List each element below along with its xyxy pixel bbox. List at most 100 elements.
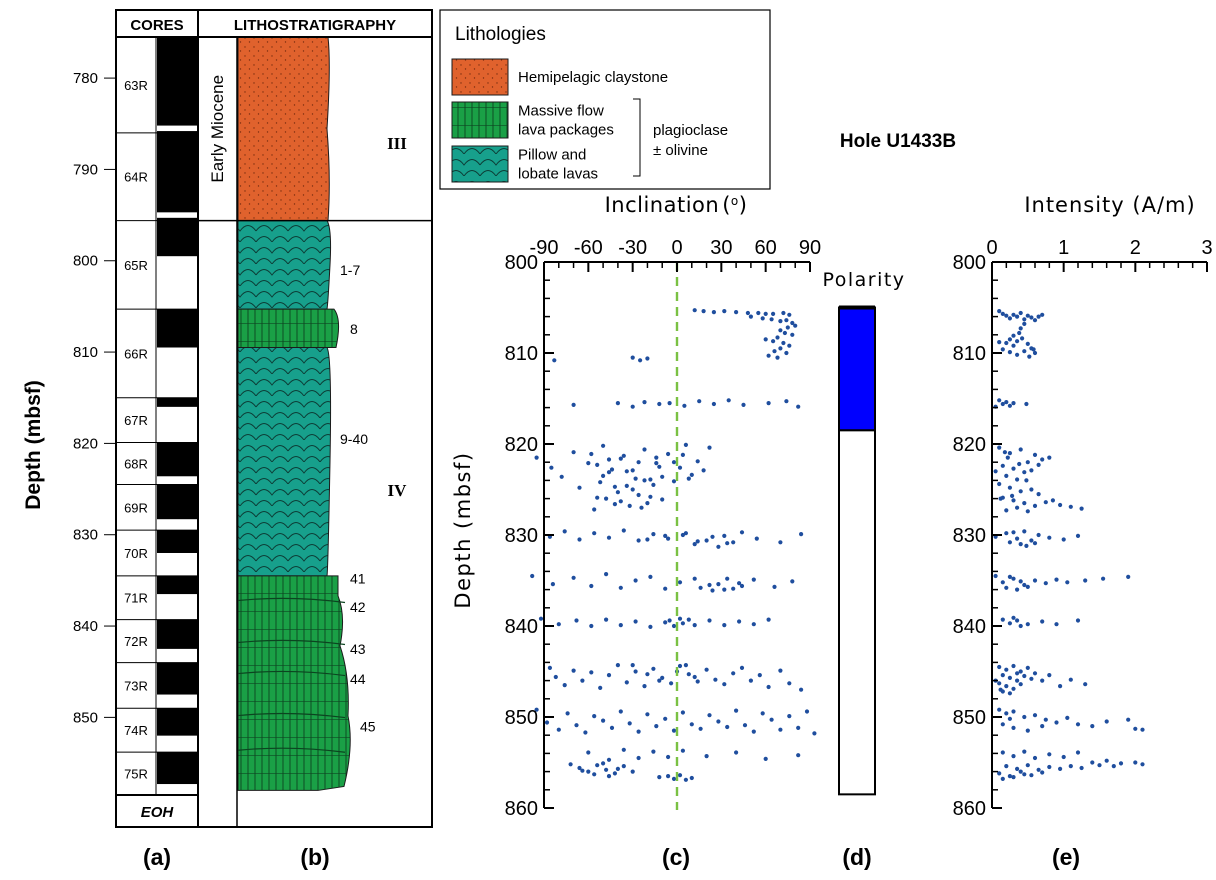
- inclination-y-tick-label: 810: [505, 343, 538, 365]
- intensity-point: [1029, 676, 1034, 681]
- intensity-point: [1133, 760, 1138, 765]
- inclination-point: [550, 582, 556, 587]
- intensity-point: [1029, 487, 1034, 492]
- inclination-point: [682, 403, 687, 408]
- inclination-point: [722, 682, 727, 687]
- inclination-point: [722, 623, 727, 628]
- intensity-point: [1126, 717, 1131, 722]
- intensity-point: [1029, 315, 1034, 320]
- intensity-point: [1111, 764, 1116, 769]
- intensity-point: [1058, 766, 1063, 772]
- intensity-point: [1018, 623, 1023, 629]
- intensity-point: [997, 340, 1002, 345]
- inclination-point: [686, 672, 691, 677]
- intensity-point: [1000, 580, 1005, 585]
- panel-label-c: (c): [662, 844, 690, 870]
- inclination-point: [812, 731, 817, 736]
- intensity-point: [1020, 336, 1025, 341]
- intensity-point: [1036, 314, 1041, 319]
- core-label: 69R: [124, 500, 148, 515]
- package-division: [237, 639, 346, 646]
- intensity-point: [1007, 675, 1013, 681]
- inclination-point: [612, 484, 618, 489]
- inclination-point: [766, 401, 771, 406]
- intensity-point: [1022, 772, 1027, 777]
- intensity-point: [1079, 506, 1084, 511]
- figure-title: Hole U1433B: [840, 131, 956, 152]
- inclination-point: [657, 775, 662, 780]
- inclination-point: [804, 709, 810, 714]
- intensity-point: [1011, 663, 1016, 669]
- inclination-point: [568, 762, 573, 767]
- inclination-point: [766, 684, 771, 690]
- intensity-point: [1011, 466, 1016, 471]
- inclination-point: [636, 538, 641, 543]
- inclination-point: [790, 579, 795, 584]
- legend-label: lobate lavas: [518, 166, 598, 183]
- panel-labels: (a) (b) (c) (d) (e): [143, 844, 1080, 870]
- legend-bracket-label-1: plagioclase: [653, 122, 728, 139]
- inclination-point: [534, 707, 539, 712]
- intensity-point: [1050, 498, 1055, 503]
- inclination-point: [671, 728, 677, 733]
- inclination-point: [666, 536, 671, 541]
- intensity-point: [1024, 543, 1029, 549]
- left-depth-tick-label: 850: [73, 709, 98, 726]
- legend-bracket-label-2: ± olivine: [653, 142, 708, 159]
- intensity-point: [1011, 530, 1016, 535]
- inclination-point: [651, 482, 656, 487]
- intensity-point: [1024, 478, 1029, 483]
- intensity-point: [1007, 691, 1013, 696]
- inclination-point: [793, 323, 798, 328]
- left-depth-tick-label: 780: [73, 70, 98, 87]
- intensity-point: [1018, 682, 1023, 687]
- intensity-y-tick-label: 830: [953, 525, 986, 547]
- inclination-point: [642, 684, 647, 689]
- inclination-point: [621, 747, 626, 752]
- inclination-point: [657, 401, 662, 407]
- intensity-point: [1005, 455, 1010, 460]
- inclination-point: [538, 616, 544, 621]
- inclination-points: [530, 308, 817, 782]
- inclination-point: [683, 442, 689, 447]
- inclination-point: [618, 499, 623, 504]
- inclination-point: [748, 314, 754, 319]
- core-recovered-section: [157, 37, 197, 126]
- intensity-point: [1007, 621, 1013, 626]
- intensity-point: [1011, 709, 1016, 714]
- inclination-point: [731, 671, 736, 676]
- inclination-point: [618, 623, 623, 628]
- cores-header: CORES: [130, 17, 183, 34]
- intensity-point: [1007, 350, 1013, 355]
- inclination-point: [663, 620, 668, 625]
- inclination-point: [754, 536, 759, 541]
- age-label: Early Miocene: [208, 75, 227, 183]
- intensity-point: [1090, 724, 1095, 729]
- intensity-point: [1075, 618, 1081, 623]
- intensity-point: [1004, 764, 1009, 769]
- intensity-point: [1043, 581, 1048, 586]
- core-recovered-section: [157, 442, 197, 477]
- core-recovered-section: [157, 131, 197, 213]
- inclination-point: [707, 618, 712, 623]
- inclination-point: [734, 750, 739, 755]
- inclination-point: [725, 541, 730, 546]
- intensity-point: [1024, 401, 1029, 407]
- left-depth-tick-label: 820: [73, 435, 98, 452]
- intensity-point: [997, 398, 1002, 403]
- intensity-point: [1043, 717, 1048, 722]
- intensity-point: [1047, 752, 1052, 757]
- intensity-point: [1083, 682, 1088, 687]
- intensity-point: [1061, 754, 1066, 760]
- inclination-point: [778, 346, 783, 351]
- inclination-point: [544, 720, 550, 725]
- inclination-point: [645, 712, 650, 717]
- intensity-point: [1010, 493, 1015, 498]
- intensity-point: [1000, 673, 1005, 678]
- inclination-point: [722, 587, 727, 592]
- inclination-point: [689, 472, 694, 477]
- package-division: [237, 712, 346, 719]
- inclination-point: [663, 533, 668, 539]
- inclination-point: [592, 507, 597, 512]
- intensity-point: [1104, 758, 1109, 763]
